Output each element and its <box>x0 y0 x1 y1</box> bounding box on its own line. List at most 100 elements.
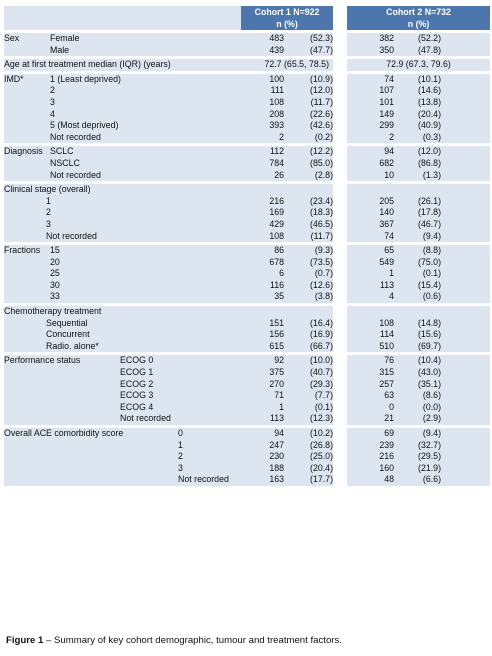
value: 111 <box>270 85 284 96</box>
value: 163 <box>269 474 284 485</box>
imd-category: 5 (Most deprived) <box>50 120 119 131</box>
ace-category: Not recorded <box>178 474 229 485</box>
value: 100 <box>269 73 284 84</box>
diagnosis-label: Diagnosis <box>4 146 50 182</box>
value: (18.3) <box>310 207 333 218</box>
value: 1 <box>279 401 284 412</box>
ace-category: 1 <box>178 439 183 450</box>
value: (15.4) <box>418 279 441 290</box>
value: 74 <box>384 230 394 241</box>
perf-category: ECOG 0 <box>120 355 154 366</box>
value: 2 <box>389 131 394 142</box>
fractions-category: 20 <box>50 256 60 267</box>
value: 367 <box>379 218 394 229</box>
section-performance: Performance status 92 375 270 71 1 113 (… <box>4 355 490 425</box>
fractions-categories: 15 20 25 30 33 <box>50 245 241 304</box>
value: 239 <box>379 439 394 450</box>
value: 35 <box>274 291 284 302</box>
perf-category: Not recorded <box>120 413 171 424</box>
value: 71 <box>274 390 284 401</box>
gap <box>333 59 347 71</box>
imd-cohort1-n: 100 111 108 208 393 2 <box>241 73 284 144</box>
cohort2-subtitle: n (%) <box>407 19 430 29</box>
value: (14.8) <box>418 317 441 328</box>
age-cohort2: 72.9 (67.3, 79.6) <box>347 59 490 71</box>
diagnosis-cohort2-n: 94 682 10 <box>347 146 394 182</box>
value: (47.7) <box>310 44 333 55</box>
fractions-cohort2-pct: (8.8) (75.0) (0.1) (15.4) (0.6) <box>394 245 441 304</box>
imd-categories: 1 (Least deprived) 2 3 4 5 (Most deprive… <box>50 73 241 144</box>
imd-category: 3 <box>50 96 55 107</box>
value: (43.0) <box>418 367 441 378</box>
value: 63 <box>384 390 394 401</box>
value: (0.1) <box>314 401 333 412</box>
value: (11.7) <box>310 230 333 241</box>
value: (6.6) <box>422 474 441 485</box>
pad <box>441 33 490 57</box>
value: 10 <box>384 169 394 180</box>
value: 315 <box>379 367 394 378</box>
value: (0.7) <box>314 268 333 279</box>
value: 208 <box>269 108 284 119</box>
value: (73.5) <box>310 256 333 267</box>
value: (26.8) <box>310 439 333 450</box>
value: 678 <box>269 256 284 267</box>
value: (15.6) <box>418 329 441 340</box>
value: 216 <box>379 451 394 462</box>
value: (8.6) <box>422 390 441 401</box>
chemo-category: Radio. alone* <box>46 340 99 351</box>
value: (10.9) <box>310 73 333 84</box>
value: (14.6) <box>418 85 441 96</box>
gap <box>333 146 347 182</box>
gap <box>333 245 347 304</box>
perf-cohort2-n: 76 315 257 63 0 21 <box>347 355 394 425</box>
value: (9.4) <box>422 230 441 241</box>
fractions-category: 25 <box>50 268 60 279</box>
perf-category: ECOG 2 <box>120 378 154 389</box>
value: (3.8) <box>314 291 333 302</box>
value: 92 <box>274 355 284 366</box>
diagnosis-cohort2-pct: (12.0) (86.8) (1.3) <box>394 146 441 182</box>
value: 149 <box>379 108 394 119</box>
imd-cohort2-n: 74 107 101 149 299 2 <box>347 73 394 144</box>
value: 2 <box>279 131 284 142</box>
diagnosis-category: SCLC <box>50 146 74 157</box>
value: (0.0) <box>422 401 441 412</box>
value: 439 <box>269 44 284 55</box>
imd-category: Not recorded <box>50 131 101 142</box>
value: 483 <box>269 33 284 43</box>
value: 429 <box>269 218 284 229</box>
value: (26.1) <box>418 195 441 206</box>
value: 48 <box>384 474 394 485</box>
value: 247 <box>269 439 284 450</box>
pad <box>441 184 490 243</box>
diagnosis-categories: SCLC NSCLC Not recorded <box>50 146 241 182</box>
perf-cohort1-pct: (10.0) (40.7) (29.3) (7.7) (0.1) (12.3) <box>284 355 333 425</box>
value: 76 <box>384 355 394 366</box>
gap <box>333 306 347 353</box>
value: (0.1) <box>422 268 441 279</box>
imd-category: 1 (Least deprived) <box>50 73 121 84</box>
value: 375 <box>269 367 284 378</box>
sex-categories: Female Male <box>50 33 241 57</box>
value: (46.7) <box>418 218 441 229</box>
demographics-table: Cohort 1 N=922 n (%) Cohort 2 N=732 n (%… <box>4 3 490 489</box>
value: 74 <box>384 73 394 84</box>
value: 216 <box>269 195 284 206</box>
value: 21 <box>384 413 394 424</box>
sex-cohort1-n: 483 439 <box>241 33 284 57</box>
ace-cohort2-n: 69 239 216 160 48 <box>347 428 394 486</box>
value: (13.8) <box>418 96 441 107</box>
perf-category: ECOG 4 <box>120 401 154 412</box>
gap <box>333 428 347 486</box>
pad <box>441 428 490 486</box>
age-label: Age at first treatment median (IQR) (yea… <box>4 59 241 71</box>
perf-label: Performance status <box>4 355 81 366</box>
value: 107 <box>379 85 394 96</box>
value: (12.0) <box>418 146 441 157</box>
cohort1-header: Cohort 1 N=922 n (%) <box>241 6 333 30</box>
value: (35.1) <box>418 378 441 389</box>
perf-category: ECOG 3 <box>120 390 154 401</box>
gap <box>333 73 347 144</box>
value: 4 <box>389 291 394 302</box>
